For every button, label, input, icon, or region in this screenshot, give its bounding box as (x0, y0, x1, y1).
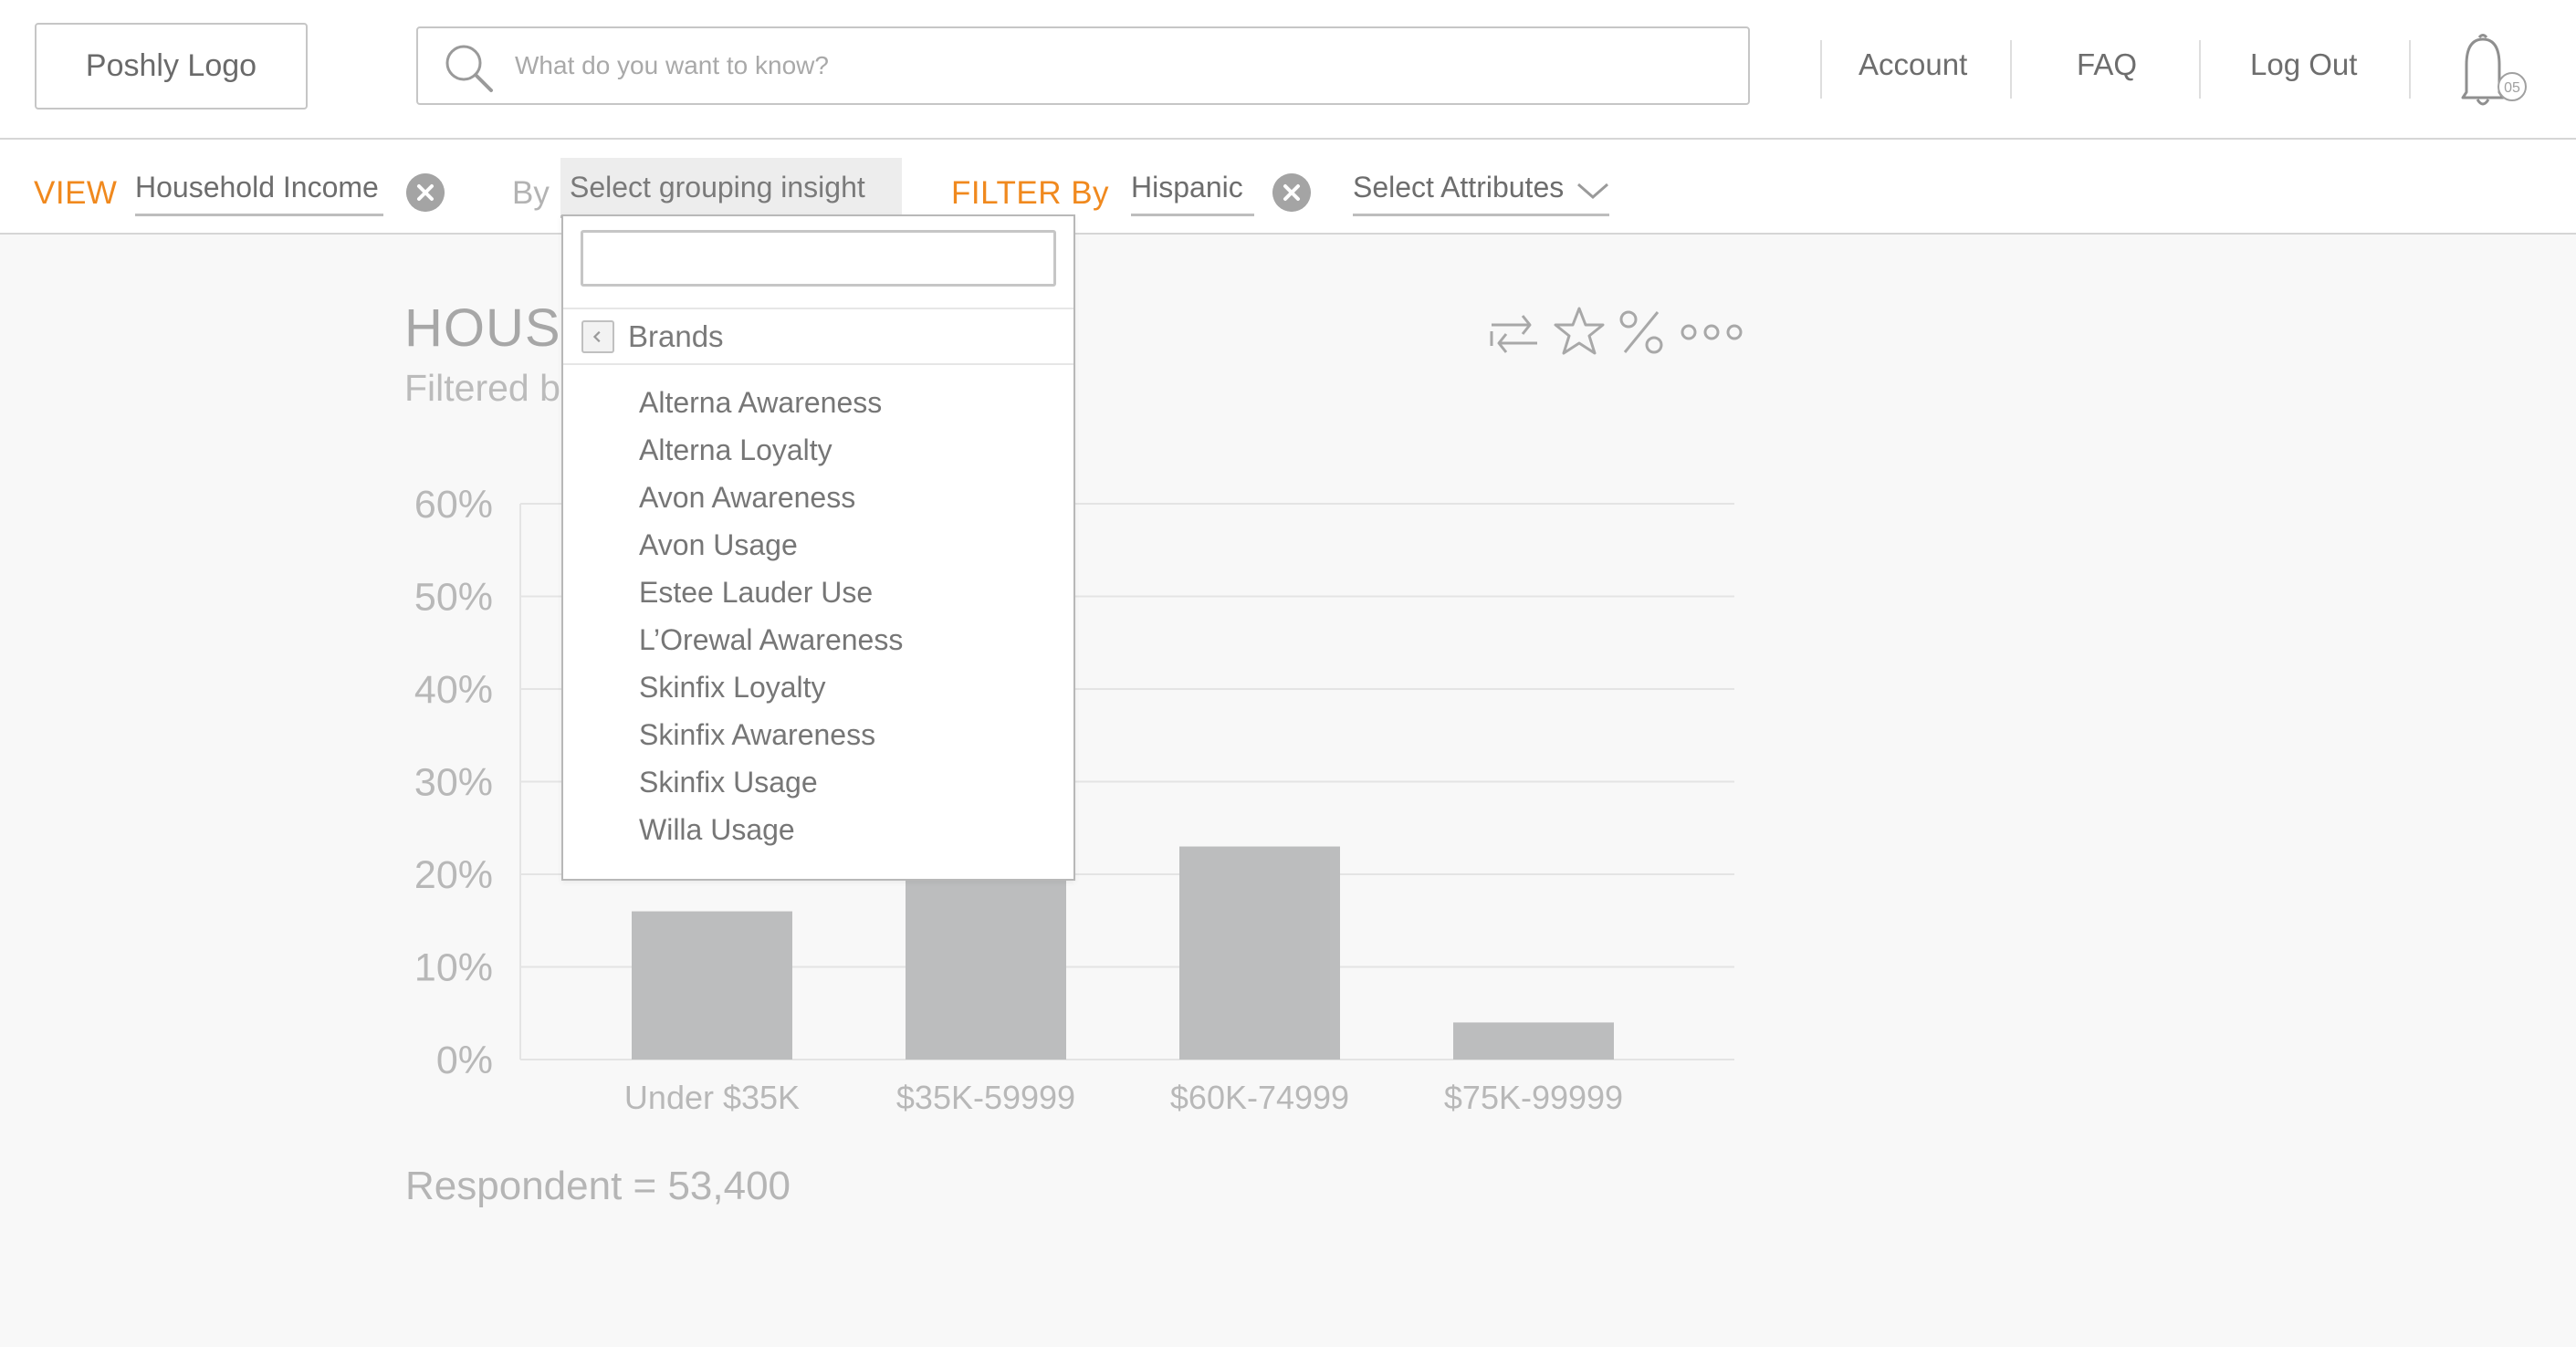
by-label: By (512, 175, 550, 211)
view-chip[interactable]: Household Income (135, 171, 383, 216)
chart-title: HOUS (404, 298, 561, 358)
attributes-select[interactable]: Select Attributes (1353, 171, 1610, 216)
chart-subtitle: Filtered b (404, 367, 560, 409)
logout-link[interactable]: Log Out (2250, 47, 2358, 81)
bell-icon: 05 (2461, 34, 2527, 106)
clear-filter-icon[interactable] (1272, 173, 1311, 212)
filter-label: FILTER By (951, 175, 1110, 211)
search-bar[interactable] (416, 26, 1750, 105)
dropdown-item[interactable]: Skinfix Loyalty (639, 671, 826, 704)
notification-count: 05 (2504, 80, 2520, 96)
chevron-down-icon (1577, 183, 1609, 199)
y-tick-label: 40% (414, 668, 493, 712)
y-tick-label: 60% (414, 483, 493, 527)
bar[interactable] (1453, 1022, 1614, 1060)
y-tick-label: 0% (436, 1039, 493, 1082)
y-tick-label: 50% (414, 576, 493, 620)
nav-divider (2199, 40, 2201, 99)
nav-divider (1820, 40, 1822, 99)
dropdown-divider (563, 363, 1073, 365)
account-link[interactable]: Account (1859, 47, 1968, 81)
dropdown-divider (563, 308, 1073, 309)
y-tick-label: 30% (414, 761, 493, 805)
dropdown-item[interactable]: Alterna Loyalty (639, 433, 832, 466)
dropdown-item[interactable]: Avon Awareness (639, 481, 856, 514)
star-icon[interactable] (1552, 305, 1607, 360)
bar[interactable] (1179, 846, 1340, 1060)
dropdown-item[interactable]: Skinfix Awareness (639, 718, 876, 751)
grouping-dropdown: Brands Alterna Awareness Alterna Loyalty A… (561, 214, 1075, 881)
grouping-select-label: Select grouping insight (570, 171, 865, 204)
dropdown-item[interactable]: Estee Lauder Use (639, 576, 874, 609)
dropdown-search-input[interactable] (581, 230, 1056, 287)
clear-view-icon[interactable] (406, 173, 445, 212)
search-input[interactable] (515, 28, 1729, 103)
view-label: VIEW (34, 175, 118, 211)
y-tick-label: 20% (414, 853, 493, 897)
dropdown-item[interactable]: L’Orewal Awareness (639, 623, 904, 656)
logo[interactable]: Poshly Logo (35, 23, 308, 110)
percent-icon[interactable] (1616, 307, 1667, 358)
dropdown-item[interactable]: Willa Usage (639, 813, 795, 846)
top-navigation: Poshly Logo Account FAQ Log Out 05 (0, 0, 2576, 140)
notifications-button[interactable]: 05 (2446, 30, 2529, 112)
bar[interactable] (906, 874, 1066, 1060)
nav-divider (2010, 40, 2012, 99)
search-icon[interactable] (442, 41, 497, 96)
x-tick-label: $35K-59999 (896, 1079, 1075, 1116)
filter-chip[interactable]: Hispanic (1131, 171, 1254, 216)
dropdown-item[interactable]: Avon Usage (639, 528, 798, 561)
chart-toolbar (1488, 301, 1744, 374)
dropdown-list: Alterna Awareness Alterna Loyalty Avon Awa… (563, 379, 1073, 853)
attributes-select-label: Select Attributes (1353, 171, 1565, 204)
dropdown-item[interactable]: Skinfix Usage (639, 766, 818, 799)
filter-bar: VIEW Household Income By Select grouping… (0, 140, 2576, 235)
swap-icon[interactable] (1488, 307, 1541, 360)
dropdown-item[interactable]: Alterna Awareness (639, 386, 883, 419)
nav-divider (2409, 40, 2411, 99)
dropdown-category-label: Brands (628, 319, 724, 353)
chevron-left-icon[interactable] (581, 320, 614, 353)
faq-link[interactable]: FAQ (2077, 47, 2138, 81)
x-tick-label: Under $35K (624, 1079, 800, 1116)
bar[interactable] (632, 911, 792, 1060)
x-tick-label: $60K-74999 (1170, 1079, 1349, 1116)
respondent-count: Respondent = 53,400 (405, 1164, 791, 1208)
y-tick-label: 10% (414, 946, 493, 990)
x-tick-label: $75K-99999 (1444, 1079, 1623, 1116)
more-icon[interactable] (1680, 321, 1744, 343)
grouping-select[interactable]: Select grouping insight (560, 158, 902, 216)
